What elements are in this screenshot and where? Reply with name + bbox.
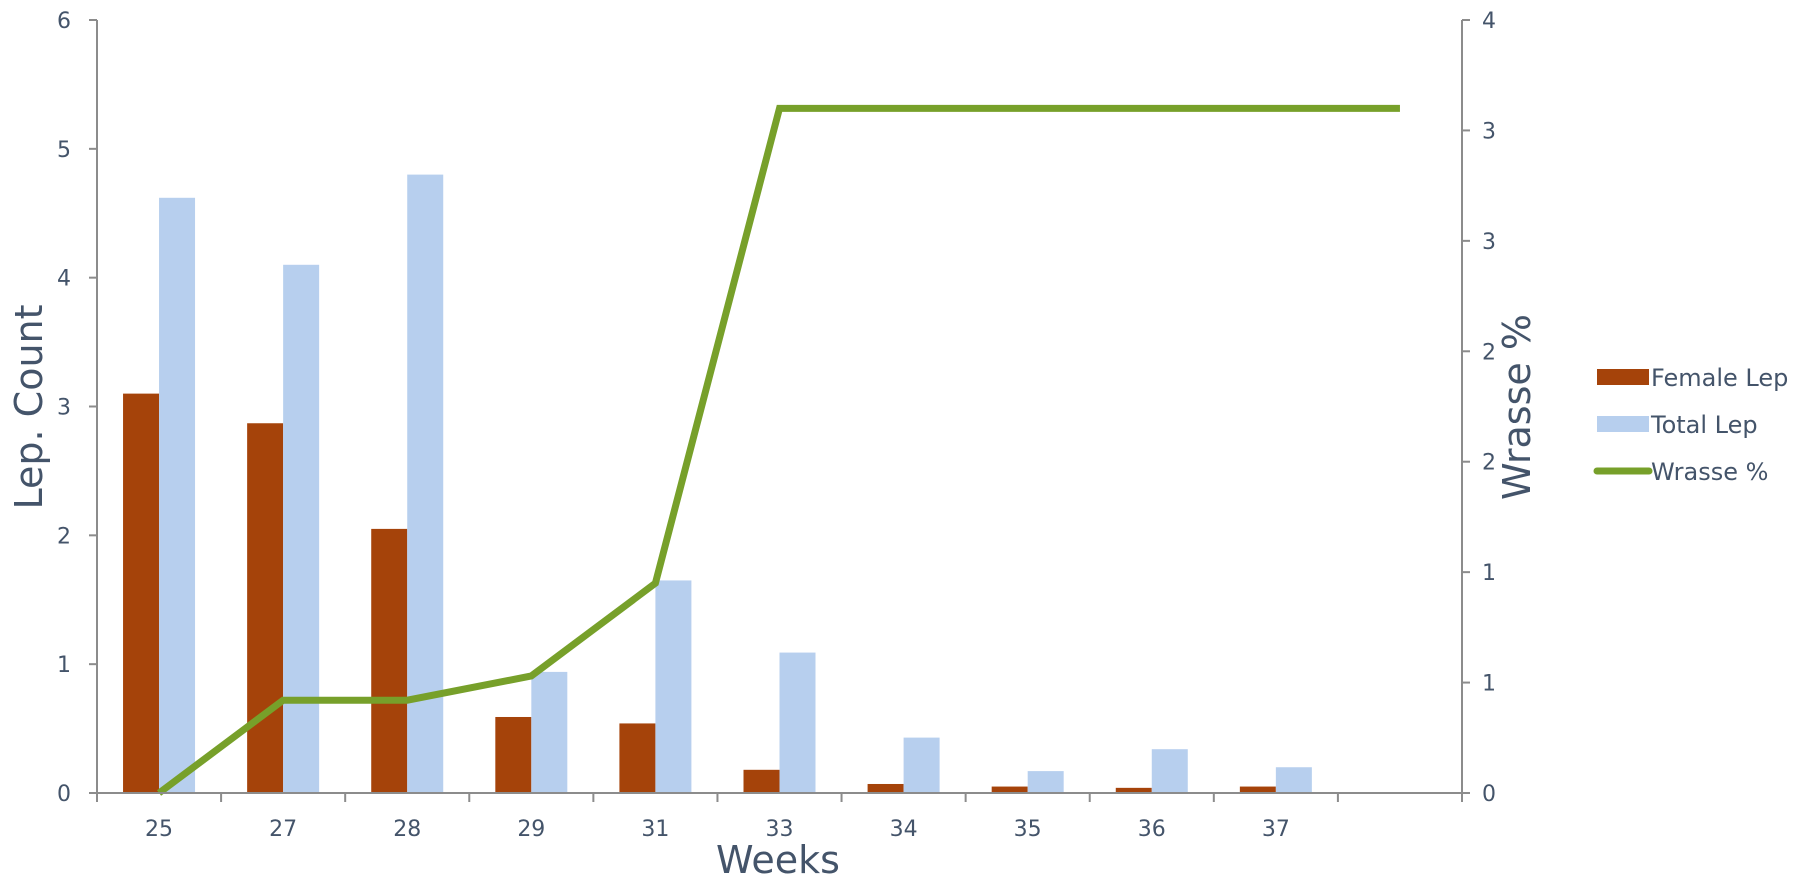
bar-total-lep-5 [779, 652, 816, 793]
bar-total-lep-9 [1275, 767, 1312, 793]
bar-female-lep-4 [619, 723, 656, 793]
y-tick-label: 0 [57, 782, 71, 807]
primary-y-axis: 0 1 2 3 4 5 6 [57, 9, 98, 807]
y2-tick-label: 2 [1482, 340, 1496, 365]
x-tick-label: 37 [1262, 817, 1290, 842]
y-tick-label: 4 [57, 267, 71, 292]
y2-tick-label: 3 [1482, 119, 1496, 144]
x-tick-label: 34 [890, 817, 918, 842]
legend: Female Lep Total Lep Wrasse % [1593, 364, 1788, 486]
y-tick-label: 1 [57, 653, 71, 678]
x-tick-label: 25 [145, 817, 173, 842]
x-axis-title: Weeks [716, 838, 840, 882]
y2-tick-label: 0 [1482, 782, 1496, 807]
y2-tick-label: 4 [1482, 9, 1496, 34]
y-axis-title: Lep. Count [7, 304, 51, 509]
bar-female-lep-6 [867, 783, 904, 793]
legend-swatch-total-lep [1597, 416, 1649, 432]
x-tick-label: 27 [269, 817, 297, 842]
y-tick-label: 5 [57, 138, 71, 163]
x-tick-label: 28 [393, 817, 421, 842]
secondary-y-axis: 0 1 1 2 2 3 3 4 [1461, 9, 1496, 807]
line-series-group [156, 104, 1400, 796]
legend-label-total-lep: Total Lep [1650, 411, 1758, 439]
bar-total-lep-1 [283, 264, 320, 793]
x-tick-label: 35 [1014, 817, 1042, 842]
bar-female-lep-3 [495, 716, 532, 793]
x-tick-label: 31 [641, 817, 669, 842]
bar-female-lep-0 [123, 393, 160, 793]
line-series-wrasse [156, 104, 1400, 796]
x-tick-label: 33 [766, 817, 794, 842]
y2-tick-label: 2 [1482, 451, 1496, 476]
y2-axis-title: Wrasse % [1495, 314, 1539, 500]
x-tick-label: 29 [517, 817, 545, 842]
legend-label-wrasse-: Wrasse % [1651, 458, 1768, 486]
y-tick-label: 2 [57, 524, 71, 549]
y2-tick-label: 3 [1482, 230, 1496, 255]
y2-tick-label: 1 [1482, 672, 1496, 697]
bar-total-lep-8 [1151, 749, 1188, 793]
bar-series-group [123, 174, 1312, 794]
x-axis: 25 27 28 29 31 33 34 35 36 37 [96, 792, 1463, 842]
bar-female-lep-5 [743, 769, 780, 793]
bar-total-lep-6 [903, 737, 940, 793]
legend-label-female-lep: Female Lep [1651, 364, 1788, 392]
y-tick-label: 6 [57, 9, 71, 34]
bar-female-lep-9 [1239, 786, 1276, 793]
x-tick-label: 36 [1138, 817, 1166, 842]
bar-female-lep-2 [371, 528, 408, 793]
bar-total-lep-3 [531, 671, 568, 793]
bar-total-lep-0 [159, 197, 196, 794]
bar-female-lep-7 [991, 786, 1028, 793]
y-tick-label: 3 [57, 396, 71, 421]
bar-female-lep-8 [1115, 787, 1152, 793]
bar-female-lep-1 [247, 423, 284, 793]
y2-tick-label: 1 [1482, 561, 1496, 586]
legend-swatch-female-lep [1597, 369, 1649, 385]
bar-total-lep-4 [655, 580, 692, 793]
bar-total-lep-7 [1027, 771, 1064, 793]
bar-total-lep-2 [407, 174, 444, 794]
